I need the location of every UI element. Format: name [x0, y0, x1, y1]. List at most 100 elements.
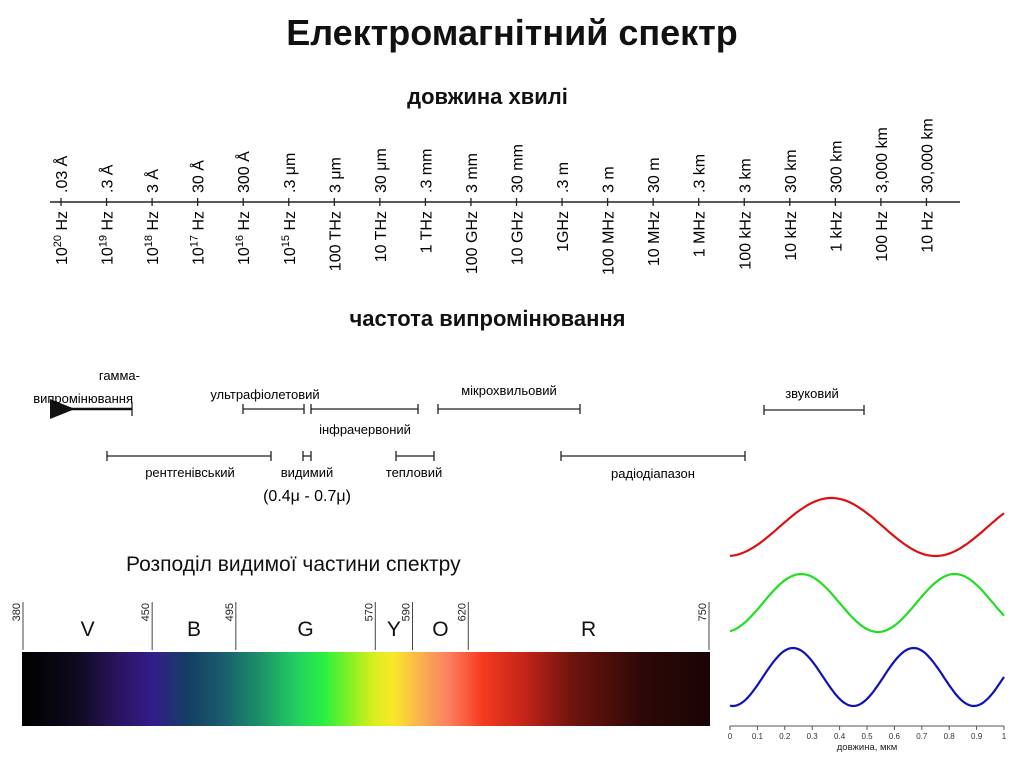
visible-spectrum-tick-label: 590 — [400, 603, 412, 621]
wavelength-label: 3 μm — [327, 157, 344, 193]
visible-spectrum-tick-label: 450 — [140, 603, 152, 621]
frequency-label-base: 10 — [145, 247, 162, 265]
visible-spectrum-letter: V — [81, 618, 95, 641]
radio-range-bar — [560, 451, 746, 461]
frequency-label-unit: Hz — [191, 211, 208, 235]
frequency-axis-title: частота випромінювання — [349, 306, 626, 331]
frequency-label-base: 100 MHz — [601, 211, 618, 275]
frequency-label-base: 100 kHz — [737, 211, 754, 270]
visible-spectrum-diagram: 380 450 495 570 590 620 750 V B G Y O R — [11, 602, 710, 726]
frequency-label-base: 100 THz — [327, 211, 344, 271]
frequency-label-base: 10 — [282, 247, 299, 265]
visible-spectrum-letter: O — [432, 618, 448, 641]
frequency-label: 100 THz — [327, 211, 344, 271]
frequency-label-base: 1 kHz — [828, 211, 845, 252]
frequency-label: 1 kHz — [828, 211, 845, 252]
blue-wave-line — [729, 646, 1005, 708]
frequency-label: 10 kHz — [783, 211, 800, 261]
frequency-label-base: 10 — [100, 247, 117, 265]
frequency-label-exponent: 20 — [52, 235, 64, 247]
frequency-label: 1018 Hz — [143, 211, 162, 265]
microwave-range-bar — [437, 404, 581, 414]
xray-range-bar — [106, 451, 272, 461]
visible-spectrum-tick-label: 380 — [11, 603, 23, 621]
wavelength-label: .3 μm — [282, 153, 299, 193]
frequency-label: 1GHz — [555, 211, 572, 252]
frequency-label: 1016 Hz — [234, 211, 253, 265]
visible-spectrum-title: Розподіл видимої частини спектру — [126, 553, 461, 576]
frequency-label-unit: Hz — [100, 211, 117, 235]
sound-range-bar — [763, 405, 865, 415]
frequency-label-base: 10 — [54, 247, 71, 265]
page-title: Електромагнітний спектр — [286, 12, 738, 53]
frequency-label: 10 GHz — [510, 211, 527, 265]
scale-ticks — [60, 198, 928, 206]
wave-plot-xlabel: довжина, мкм — [837, 742, 897, 753]
visible-spectrum-tick-label: 620 — [456, 603, 468, 621]
wave-plot-tick-label: 0.6 — [889, 732, 901, 741]
wavelength-label: 3,000 km — [874, 127, 891, 193]
band-ranges: гамма- випромінювання ультрафіолетовий і… — [33, 368, 865, 505]
wavelength-label: 300 Å — [234, 151, 253, 193]
uv-label: ультрафіолетовий — [210, 387, 319, 402]
wavelength-label: 30 μm — [373, 148, 390, 193]
frequency-label-base: 100 GHz — [464, 211, 481, 274]
frequency-label-exponent: 16 — [234, 235, 246, 247]
wavelength-label: 30,000 km — [919, 118, 936, 193]
frequency-label-unit: Hz — [54, 211, 71, 235]
microwave-label: мікрохвильовий — [461, 383, 557, 398]
thermal-range-bar — [395, 451, 435, 461]
wave-plot-tick-label: 0.5 — [861, 732, 873, 741]
frequency-label: 1 MHz — [692, 211, 709, 257]
visible-spectrum-ticks: 380 450 495 570 590 620 750 — [11, 602, 710, 650]
ir-label: інфрачервоний — [319, 422, 411, 437]
frequency-label-unit: Hz — [145, 211, 162, 235]
wave-plot-tick-label: 1 — [1002, 732, 1007, 741]
wavelength-label: 30 mm — [510, 144, 527, 193]
wavelength-label: 30 km — [783, 149, 800, 193]
visible-spectrum-letter: R — [581, 618, 596, 641]
wave-plot-tick-label: 0.3 — [807, 732, 819, 741]
frequency-label: 1019 Hz — [98, 211, 117, 265]
wavelength-label: .3 Å — [98, 164, 117, 193]
visible-spectrum-letter: G — [297, 618, 313, 641]
frequency-label: 1015 Hz — [280, 211, 299, 265]
ir-range-bar — [310, 404, 419, 414]
frequency-label: 1017 Hz — [189, 211, 208, 265]
wave-plot-tick-label: 0.1 — [752, 732, 764, 741]
wavelength-label: 300 km — [828, 141, 845, 193]
wave-plot-ticks: 0 0.1 0.2 0.3 0.4 0.5 0.6 0.7 0.8 0.9 1 — [728, 726, 1007, 741]
frequency-label: 100 kHz — [737, 211, 754, 270]
frequency-label: 10 THz — [373, 211, 390, 262]
wave-plot-tick-label: 0.2 — [779, 732, 791, 741]
frequency-label-exponent: 15 — [280, 235, 292, 247]
wave-plot-tick-label: 0.7 — [916, 732, 928, 741]
frequency-label-exponent: 18 — [143, 235, 155, 247]
frequency-label-base: 10 — [236, 247, 253, 265]
visible-spectrum-letter: Y — [387, 618, 401, 641]
wavelength-axis-title: довжина хвилі — [407, 84, 568, 109]
frequency-label-base: 10 GHz — [510, 211, 527, 265]
red-wave-line — [729, 496, 1005, 558]
wavelength-label: .3 km — [692, 154, 709, 193]
frequency-label: 1 THz — [418, 211, 435, 253]
frequency-label: 100 GHz — [464, 211, 481, 274]
wavelength-label: 3 Å — [143, 169, 162, 193]
gamma-label-line2: випромінювання — [33, 391, 133, 406]
visible-range-label: (0.4μ - 0.7μ) — [263, 488, 351, 505]
frequency-label: 10 Hz — [919, 211, 936, 253]
frequency-label: 1020 Hz — [52, 211, 71, 265]
frequency-label-base: 100 Hz — [874, 211, 891, 262]
thermal-label: тепловий — [386, 465, 442, 480]
visible-spectrum-tick-label: 495 — [224, 603, 236, 621]
wavelength-label: 3 mm — [464, 153, 481, 193]
frequency-label-unit: Hz — [236, 211, 253, 235]
frequency-label-base: 10 THz — [373, 211, 390, 262]
frequency-label: 100 MHz — [601, 211, 618, 275]
frequency-label-base: 1 THz — [418, 211, 435, 253]
wavelength-label: 3 m — [601, 166, 618, 193]
visible-spectrum-tick-label: 750 — [697, 603, 709, 621]
